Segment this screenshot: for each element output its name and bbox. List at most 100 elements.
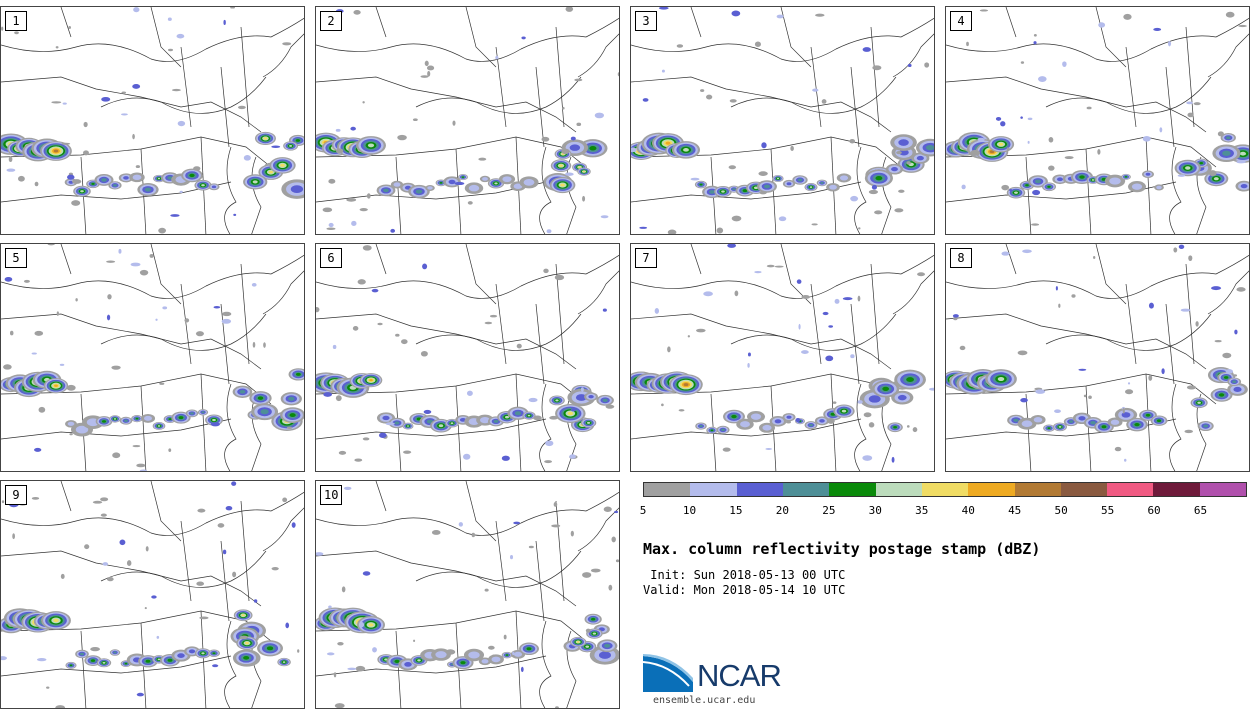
- member-label: 4: [950, 11, 972, 31]
- reflectivity-cell: [468, 651, 480, 659]
- reflectivity-cell: [1031, 223, 1040, 226]
- reflectivity-cell: [1218, 393, 1225, 397]
- reflectivity-cell: [1101, 425, 1107, 429]
- reflectivity-cell: [614, 510, 619, 514]
- reflectivity-cell: [543, 268, 549, 274]
- reflectivity-cell: [189, 173, 195, 178]
- map-boundary: [850, 303, 860, 385]
- reflectivity-cell: [1, 656, 7, 661]
- reflectivity-cell: [796, 279, 802, 284]
- reflectivity-cell: [1033, 41, 1037, 45]
- map-boundary: [224, 146, 237, 234]
- reflectivity-cell: [106, 576, 114, 582]
- reflectivity-cell: [144, 607, 147, 610]
- member-label: 8: [950, 248, 972, 268]
- colorbar-swatch: [921, 483, 969, 496]
- reflectivity-cell: [8, 156, 13, 163]
- reflectivity-cell: [585, 628, 591, 633]
- reflectivity-cell: [1093, 256, 1096, 259]
- website-label: ensemble.ucar.edu: [653, 695, 756, 706]
- map-boundary: [180, 46, 192, 128]
- reflectivity-cell: [1048, 137, 1054, 143]
- reflectivity-cell: [825, 355, 834, 362]
- reflectivity-cell: [1124, 458, 1127, 462]
- reflectivity-cell: [1153, 27, 1162, 31]
- reflectivity-cell: [415, 189, 423, 194]
- reflectivity-cell: [199, 616, 209, 620]
- reflectivity-cell: [323, 392, 333, 397]
- reflectivity-cell: [774, 419, 782, 424]
- reflectivity-cell: [1058, 425, 1062, 428]
- reflectivity-cell: [113, 184, 117, 187]
- map-boundary: [100, 76, 267, 114]
- map-boundary: [631, 418, 862, 440]
- reflectivity-cell: [62, 102, 67, 105]
- reflectivity-cell: [282, 42, 292, 46]
- reflectivity-cell: [132, 174, 142, 181]
- reflectivity-cell: [139, 469, 148, 471]
- reflectivity-cell: [812, 88, 819, 92]
- map-boundary: [316, 17, 619, 62]
- reflectivity-cell: [801, 350, 809, 354]
- map-boundary: [140, 385, 147, 471]
- figure-title: Max. column reflectivity postage stamp (…: [643, 540, 1041, 558]
- map-boundary: [395, 393, 402, 471]
- reflectivity-cell: [168, 418, 172, 421]
- reflectivity-cell: [560, 183, 565, 187]
- reflectivity-cell: [1156, 419, 1162, 422]
- reflectivity-cell: [1114, 446, 1122, 452]
- map-boundary: [555, 26, 565, 128]
- reflectivity-cell: [589, 146, 597, 151]
- colorbar-tick-label: 10: [682, 504, 697, 517]
- reflectivity-cell: [231, 481, 237, 486]
- reflectivity-cell: [372, 647, 377, 653]
- colorbar-tick-label: 25: [822, 504, 836, 517]
- reflectivity-cell: [1211, 286, 1222, 291]
- reflectivity-cell: [765, 447, 773, 450]
- reflectivity-cell: [1098, 22, 1106, 28]
- reflectivity-cell: [481, 659, 489, 664]
- reflectivity-cell: [177, 120, 186, 127]
- reflectivity-cell: [786, 415, 792, 419]
- reflectivity-cell: [59, 363, 65, 366]
- reflectivity-cell: [1022, 249, 1032, 254]
- reflectivity-cell: [1224, 376, 1229, 379]
- map-boundary: [830, 373, 837, 471]
- colorbar-swatch: [1107, 483, 1154, 496]
- reflectivity-cell: [79, 652, 85, 656]
- reflectivity-cell: [289, 413, 296, 418]
- reflectivity-cell: [1148, 374, 1153, 381]
- map-boundary: [946, 17, 1249, 62]
- reflectivity-cell: [151, 595, 157, 599]
- reflectivity-cell: [328, 605, 332, 609]
- reflectivity-cell: [1025, 184, 1029, 187]
- reflectivity-cell: [113, 418, 117, 420]
- reflectivity-cell: [1239, 151, 1247, 156]
- reflectivity-cell: [528, 397, 538, 403]
- reflectivity-cell: [897, 394, 907, 401]
- reflectivity-cell: [6, 168, 16, 172]
- reflectivity-cell: [101, 178, 107, 182]
- reflectivity-cell: [758, 171, 768, 176]
- reflectivity-cell: [431, 529, 441, 535]
- reflectivity-cell: [412, 118, 418, 121]
- reflectivity-cell: [567, 411, 574, 416]
- reflectivity-cell: [834, 298, 840, 304]
- reflectivity-cell: [594, 112, 605, 119]
- reflectivity-cell: [488, 645, 495, 650]
- map-boundary: [375, 7, 387, 38]
- reflectivity-cell: [68, 25, 71, 29]
- reflectivity-cell: [420, 75, 429, 78]
- colorbar-swatch: [968, 483, 1015, 496]
- reflectivity-cell: [774, 265, 784, 268]
- reflectivity-cell: [732, 188, 736, 191]
- reflectivity-cell: [1238, 24, 1247, 28]
- reflectivity-cell: [570, 136, 576, 141]
- map-boundary: [240, 263, 250, 365]
- reflectivity-cell: [509, 555, 514, 560]
- reflectivity-cell: [1006, 147, 1010, 151]
- reflectivity-cell: [501, 455, 510, 461]
- reflectivity-cell: [285, 622, 290, 629]
- reflectivity-cell: [1148, 302, 1154, 309]
- colorbar-swatch: [829, 483, 876, 496]
